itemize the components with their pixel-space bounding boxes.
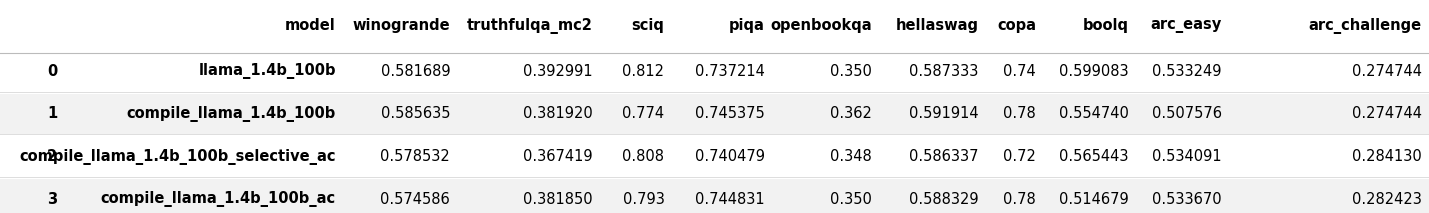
Text: boolq: boolq [1083, 18, 1129, 33]
Text: 0.793: 0.793 [623, 192, 664, 207]
Text: winogrande: winogrande [353, 18, 450, 33]
Text: 0.282423: 0.282423 [1352, 192, 1422, 207]
FancyBboxPatch shape [0, 94, 1429, 134]
Text: compile_llama_1.4b_100b: compile_llama_1.4b_100b [127, 106, 336, 122]
Text: model: model [284, 18, 336, 33]
Text: 0.737214: 0.737214 [694, 64, 765, 79]
FancyBboxPatch shape [0, 136, 1429, 177]
Text: llama_1.4b_100b: llama_1.4b_100b [199, 63, 336, 79]
FancyBboxPatch shape [0, 51, 1429, 92]
Text: 0.274744: 0.274744 [1352, 64, 1422, 79]
Text: 0.78: 0.78 [1003, 106, 1036, 121]
Text: truthfulqa_mc2: truthfulqa_mc2 [467, 17, 593, 34]
Text: 3: 3 [47, 192, 57, 207]
Text: hellaswag: hellaswag [896, 18, 979, 33]
Text: 0.578532: 0.578532 [380, 149, 450, 164]
Text: 0.812: 0.812 [623, 64, 664, 79]
Text: 0.350: 0.350 [830, 64, 872, 79]
Text: 0.774: 0.774 [623, 106, 664, 121]
Text: 0.599083: 0.599083 [1059, 64, 1129, 79]
Text: 0.744831: 0.744831 [694, 192, 765, 207]
Text: 0.367419: 0.367419 [523, 149, 593, 164]
Text: 0.362: 0.362 [830, 106, 872, 121]
Text: 0.74: 0.74 [1003, 64, 1036, 79]
Text: 0.581689: 0.581689 [380, 64, 450, 79]
Text: 0.348: 0.348 [830, 149, 872, 164]
Text: 0.534091: 0.534091 [1152, 149, 1222, 164]
Text: 0.392991: 0.392991 [523, 64, 593, 79]
Text: 0.381920: 0.381920 [523, 106, 593, 121]
Text: 0.554740: 0.554740 [1059, 106, 1129, 121]
Text: 0.78: 0.78 [1003, 192, 1036, 207]
Text: 0.72: 0.72 [1003, 149, 1036, 164]
Text: 0.587333: 0.587333 [909, 64, 979, 79]
Text: 1: 1 [47, 106, 57, 121]
Text: arc_easy: arc_easy [1150, 18, 1222, 33]
Text: openbookqa: openbookqa [770, 18, 872, 33]
Text: 0.574586: 0.574586 [380, 192, 450, 207]
Text: 2: 2 [47, 149, 57, 164]
Text: copa: copa [997, 18, 1036, 33]
Text: 0.274744: 0.274744 [1352, 106, 1422, 121]
Text: 0.507576: 0.507576 [1152, 106, 1222, 121]
Text: 0.350: 0.350 [830, 192, 872, 207]
Text: 0.808: 0.808 [623, 149, 664, 164]
Text: 0.284130: 0.284130 [1352, 149, 1422, 164]
Text: 0: 0 [47, 64, 57, 79]
Text: arc_challenge: arc_challenge [1309, 17, 1422, 34]
Text: 0.586337: 0.586337 [909, 149, 979, 164]
Text: 0.588329: 0.588329 [909, 192, 979, 207]
Text: piqa: piqa [729, 18, 765, 33]
Text: compile_llama_1.4b_100b_ac: compile_llama_1.4b_100b_ac [100, 191, 336, 207]
Text: 0.533670: 0.533670 [1152, 192, 1222, 207]
FancyBboxPatch shape [0, 179, 1429, 213]
Text: 0.585635: 0.585635 [380, 106, 450, 121]
Text: 0.591914: 0.591914 [909, 106, 979, 121]
Text: 0.381850: 0.381850 [523, 192, 593, 207]
Text: 0.565443: 0.565443 [1059, 149, 1129, 164]
Text: 0.745375: 0.745375 [694, 106, 765, 121]
Text: 0.740479: 0.740479 [694, 149, 765, 164]
Text: sciq: sciq [632, 18, 664, 33]
Text: compile_llama_1.4b_100b_selective_ac: compile_llama_1.4b_100b_selective_ac [20, 148, 336, 165]
Text: 0.533249: 0.533249 [1152, 64, 1222, 79]
Text: 0.514679: 0.514679 [1059, 192, 1129, 207]
